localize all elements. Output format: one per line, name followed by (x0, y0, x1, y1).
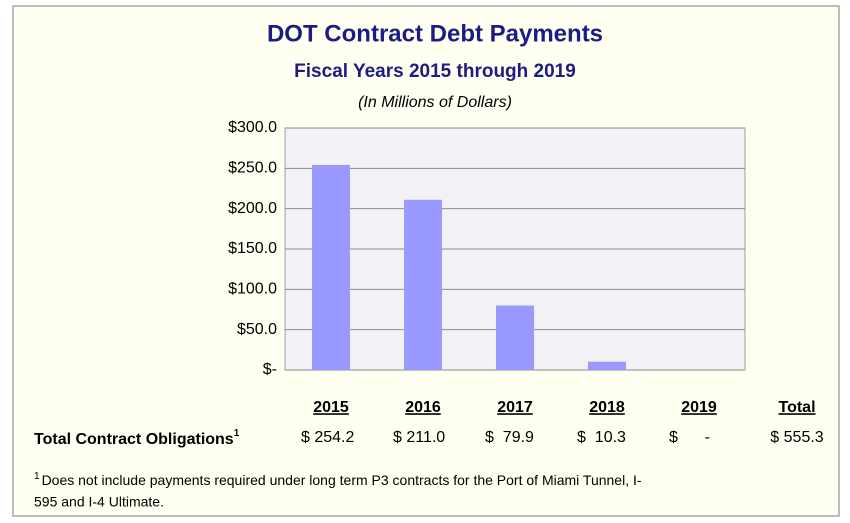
y-tick-label: $200.0 (228, 200, 277, 217)
value-label: $ 254.2 (301, 429, 354, 446)
y-tick-label: $250.0 (228, 160, 277, 177)
category-header: 2017 (497, 399, 533, 416)
chart-title: DOT Contract Debt Payments (267, 20, 603, 47)
value-label: $ 10.3 (577, 429, 626, 446)
chart-subtitle: Fiscal Years 2015 through 2019 (294, 61, 576, 82)
category-header: 2016 (405, 399, 441, 416)
row-label-text: Total Contract Obligations (34, 431, 234, 448)
category-header: 2018 (589, 399, 625, 416)
value-label: $ 79.9 (485, 429, 534, 446)
footnote: 1 Does not include payments required unde… (34, 471, 642, 488)
footnote-text: Does not include payments required under… (42, 472, 642, 488)
category-header: 2019 (681, 399, 717, 416)
total-header: Total (778, 399, 815, 416)
value-label: $ - (669, 429, 710, 446)
row-label: Total Contract Obligations1 (34, 428, 240, 449)
value-label: $ 211.0 (393, 429, 445, 446)
total-value: $ 555.3 (770, 429, 823, 446)
y-tick-label: $300.0 (228, 119, 277, 136)
footnote-line: 595 and I-4 Ultimate. (34, 494, 164, 510)
chart-note: (In Millions of Dollars) (358, 94, 512, 111)
bar (496, 305, 534, 370)
y-tick-label: $150.0 (228, 240, 277, 257)
row-label-marker: 1 (234, 428, 240, 439)
footnote-marker: 1 (34, 471, 40, 482)
bar (588, 361, 626, 370)
bar (404, 199, 442, 370)
category-header: 2015 (313, 399, 349, 416)
y-tick-label: $50.0 (237, 321, 277, 338)
y-tick-label: $- (263, 361, 277, 378)
bar (312, 164, 350, 370)
y-tick-label: $100.0 (228, 281, 277, 298)
